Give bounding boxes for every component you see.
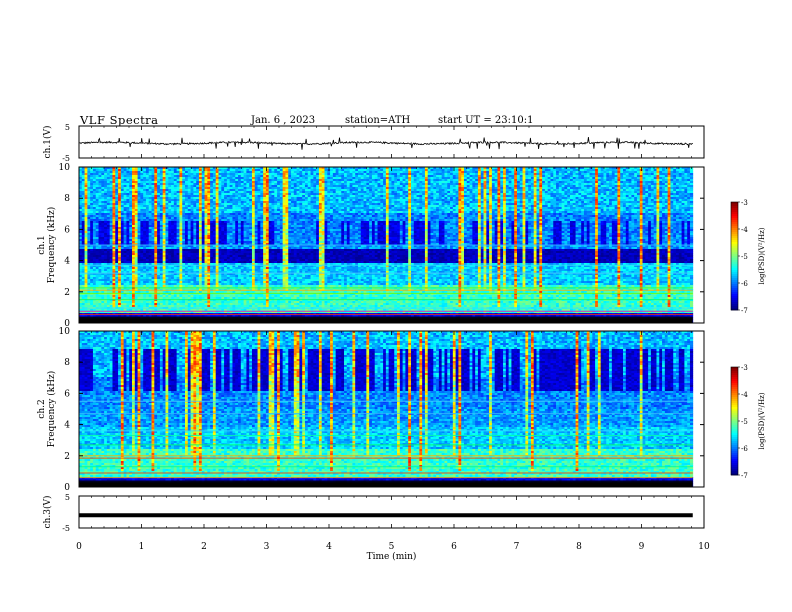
panel-frame — [79, 126, 704, 158]
y-tick-label: -5 — [62, 154, 70, 163]
ch1-waveform-panel: 5 -5 ch.1(V) — [42, 123, 704, 163]
y-tick-label: 5 — [65, 123, 70, 132]
ch1-waveform-line — [79, 137, 693, 150]
y-axis-label: ch.1(V) — [42, 126, 53, 159]
